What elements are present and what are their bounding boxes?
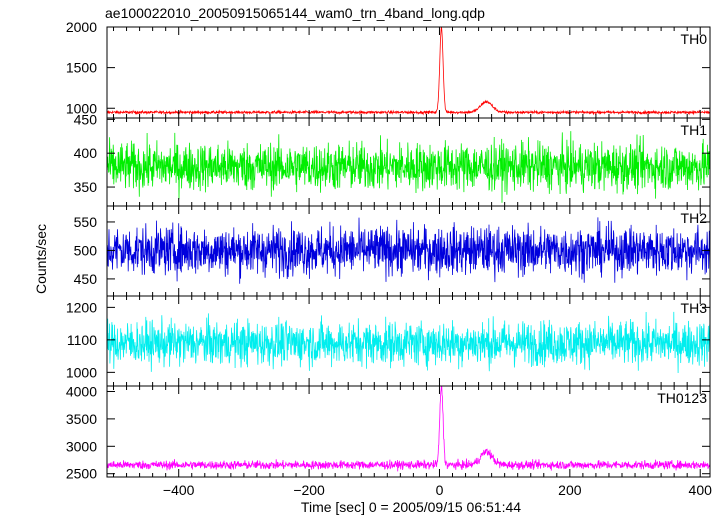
y-tick-label: 500 (74, 242, 98, 258)
panel-th0: 1000 1500 2000 TH0 (66, 19, 711, 119)
x-tick-label: 200 (558, 482, 582, 498)
y-tick-label: 2000 (66, 19, 97, 35)
panel-th2: 450 500 550 TH2 (74, 205, 711, 297)
y-tick-label: 3000 (66, 438, 97, 454)
panel-label: TH0 (681, 31, 708, 47)
x-axis-label: Time [sec] 0 = 2005/09/15 06:51:44 (301, 499, 521, 515)
y-axis-label: Counts/sec (33, 224, 49, 294)
panel-th0123: 2500 3000 3500 4000 TH0123 (66, 383, 711, 482)
y-tick-label: 4000 (66, 383, 97, 399)
panel-label: TH2 (681, 210, 708, 226)
panel-frame (106, 385, 711, 478)
y-tick-label: 350 (74, 179, 98, 195)
y-tick-label: 1000 (66, 100, 97, 116)
y-tick-label: 450 (74, 111, 98, 127)
y-tick-label: 2500 (66, 466, 97, 482)
panel-label: TH3 (681, 300, 708, 316)
y-tick-label: 1500 (66, 60, 97, 76)
series-line-th0 (107, 27, 710, 116)
x-tick-label: −400 (163, 482, 195, 498)
y-tick-label: 1200 (66, 299, 97, 315)
y-tick-label: 1100 (67, 332, 97, 348)
plot-title: ae100022010_20050915065144_wam0_trn_4ban… (105, 5, 485, 21)
series-line-th2 (107, 217, 710, 284)
series-line-th1 (107, 131, 710, 203)
panel-th3: 1000 1100 1200 TH3 (66, 295, 711, 387)
y-tick-label: 450 (74, 271, 98, 287)
panel-label: TH0123 (657, 390, 707, 406)
panel-label: TH1 (681, 122, 708, 138)
y-tick-label: 400 (74, 145, 98, 161)
panel-th1: 350 400 450 TH1 (74, 111, 711, 207)
series-line-th0123 (107, 386, 710, 472)
x-tick-label: 400 (689, 482, 713, 498)
y-tick-label: 550 (74, 214, 98, 230)
x-tick-label: −200 (293, 482, 325, 498)
series-line-th3 (107, 311, 710, 374)
y-tick-label: 3500 (66, 411, 97, 427)
panel-frame (106, 26, 711, 119)
x-tick-label: 0 (436, 482, 444, 498)
y-tick-label: 1000 (66, 364, 97, 380)
